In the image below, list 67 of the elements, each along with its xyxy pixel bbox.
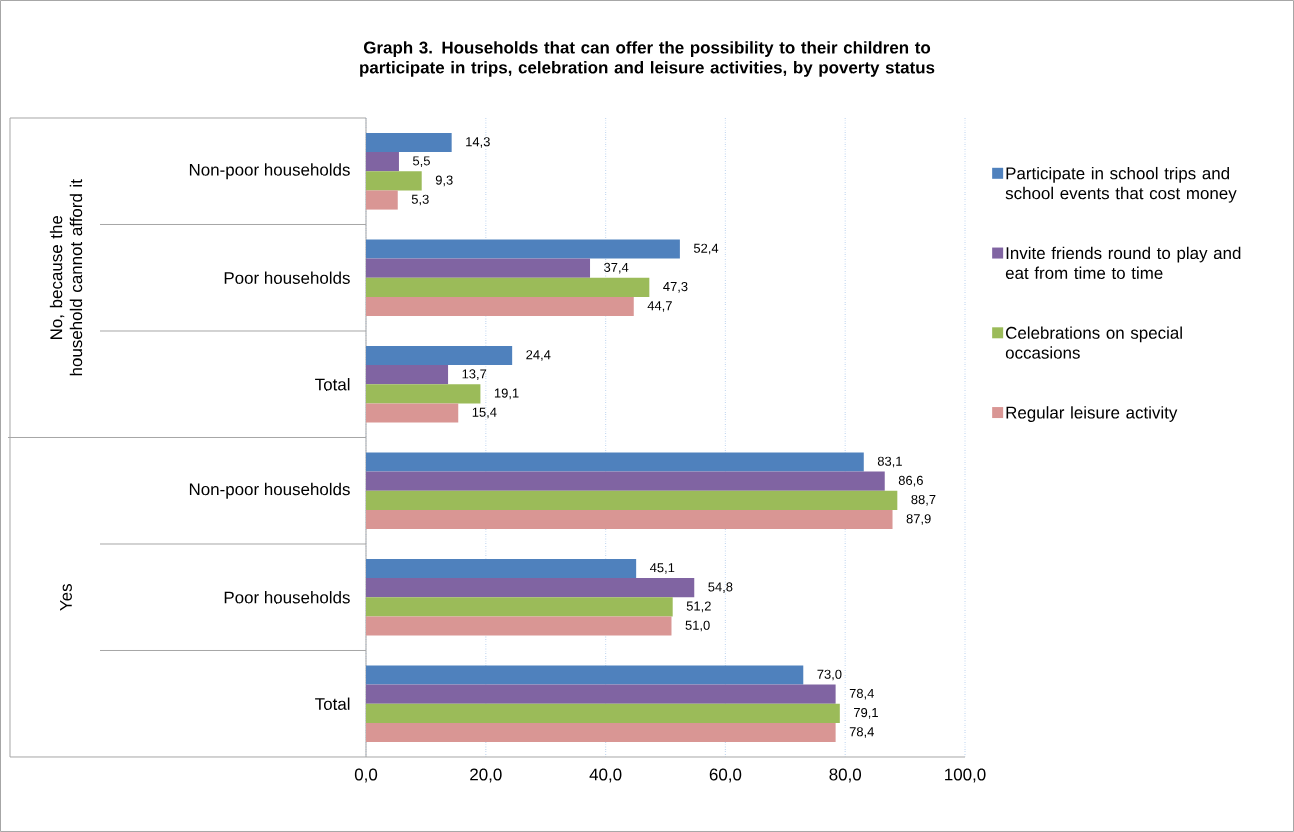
data-label: 73,0 [817, 669, 842, 681]
x-tick-label: 80,0 [829, 768, 862, 783]
data-label: 51,2 [686, 601, 711, 613]
data-label: 9,3 [435, 175, 453, 187]
bar [366, 384, 481, 404]
y-tick-label: Non-poor households [189, 482, 350, 499]
bar [366, 616, 672, 636]
bar [366, 277, 650, 297]
data-label: 52,4 [693, 243, 719, 255]
legend-label: Regular leisure activity [1006, 406, 1178, 422]
data-label: 5,3 [411, 194, 429, 206]
data-label: 88,7 [911, 494, 936, 506]
bar [366, 722, 836, 743]
bar [366, 296, 634, 317]
bar [366, 558, 637, 579]
bar [366, 490, 898, 510]
data-label: 54,8 [708, 582, 733, 594]
bar [366, 152, 399, 172]
data-label: 14,3 [466, 137, 490, 148]
bar [366, 403, 459, 423]
data-label: 78,4 [849, 688, 874, 700]
legend-label: Celebrations on special occasions [1005, 326, 1182, 359]
data-label: 45,1 [649, 563, 675, 574]
y-tick-label: Total [315, 378, 350, 391]
text: No, because the household cannot afford it [49, 179, 83, 376]
bar [366, 509, 893, 530]
data-label: 87,9 [906, 514, 931, 525]
data-label: 24,4 [526, 350, 551, 361]
x-tick-label: 60,0 [709, 768, 742, 783]
bar [366, 190, 398, 210]
x-tick-label: 20,0 [470, 768, 502, 783]
y-tick-label: Non-poor households [189, 163, 350, 180]
x-tick-label: 40,0 [589, 768, 622, 783]
data-label: 13,7 [462, 369, 487, 381]
bar [366, 703, 840, 723]
data-label: 19,1 [494, 388, 519, 400]
bar [366, 258, 591, 278]
y-tick-label: Poor households [224, 591, 350, 604]
bar [366, 345, 513, 366]
bar [366, 471, 885, 491]
bar [366, 239, 680, 259]
chart-title: Graph 3. Households that can offer the possibility to their children to participate in trips, celebration and leisure activities, by poverty status [360, 41, 935, 77]
data-label: 44,7 [647, 301, 672, 312]
bar [366, 665, 804, 685]
bar [366, 597, 673, 617]
legend-label: Invite friends round to play and eat from time to time [1005, 246, 1241, 280]
bar [366, 365, 449, 385]
data-label: 86,6 [898, 475, 923, 487]
legend-label: Participate in school trips and school events that cost money [1005, 166, 1237, 203]
x-tick-label: 100,0 [945, 768, 986, 783]
data-label: 15,4 [472, 407, 497, 419]
text: Yes [60, 584, 72, 611]
data-label: 51,0 [685, 620, 710, 632]
bar [366, 132, 452, 153]
data-label: 79,1 [854, 707, 878, 719]
data-label: 78,4 [849, 727, 874, 738]
data-label: 5,5 [412, 156, 430, 167]
y-tick-label: Total [315, 697, 350, 710]
data-label: 83,1 [877, 456, 902, 468]
bar [366, 452, 864, 472]
x-tick-label: 0,0 [354, 768, 378, 783]
data-label: 47,3 [663, 281, 688, 293]
data-label: 37,4 [604, 262, 629, 274]
bar [366, 684, 836, 704]
y-tick-label: Poor households [224, 271, 350, 284]
bar [366, 171, 422, 191]
bar [366, 578, 695, 598]
